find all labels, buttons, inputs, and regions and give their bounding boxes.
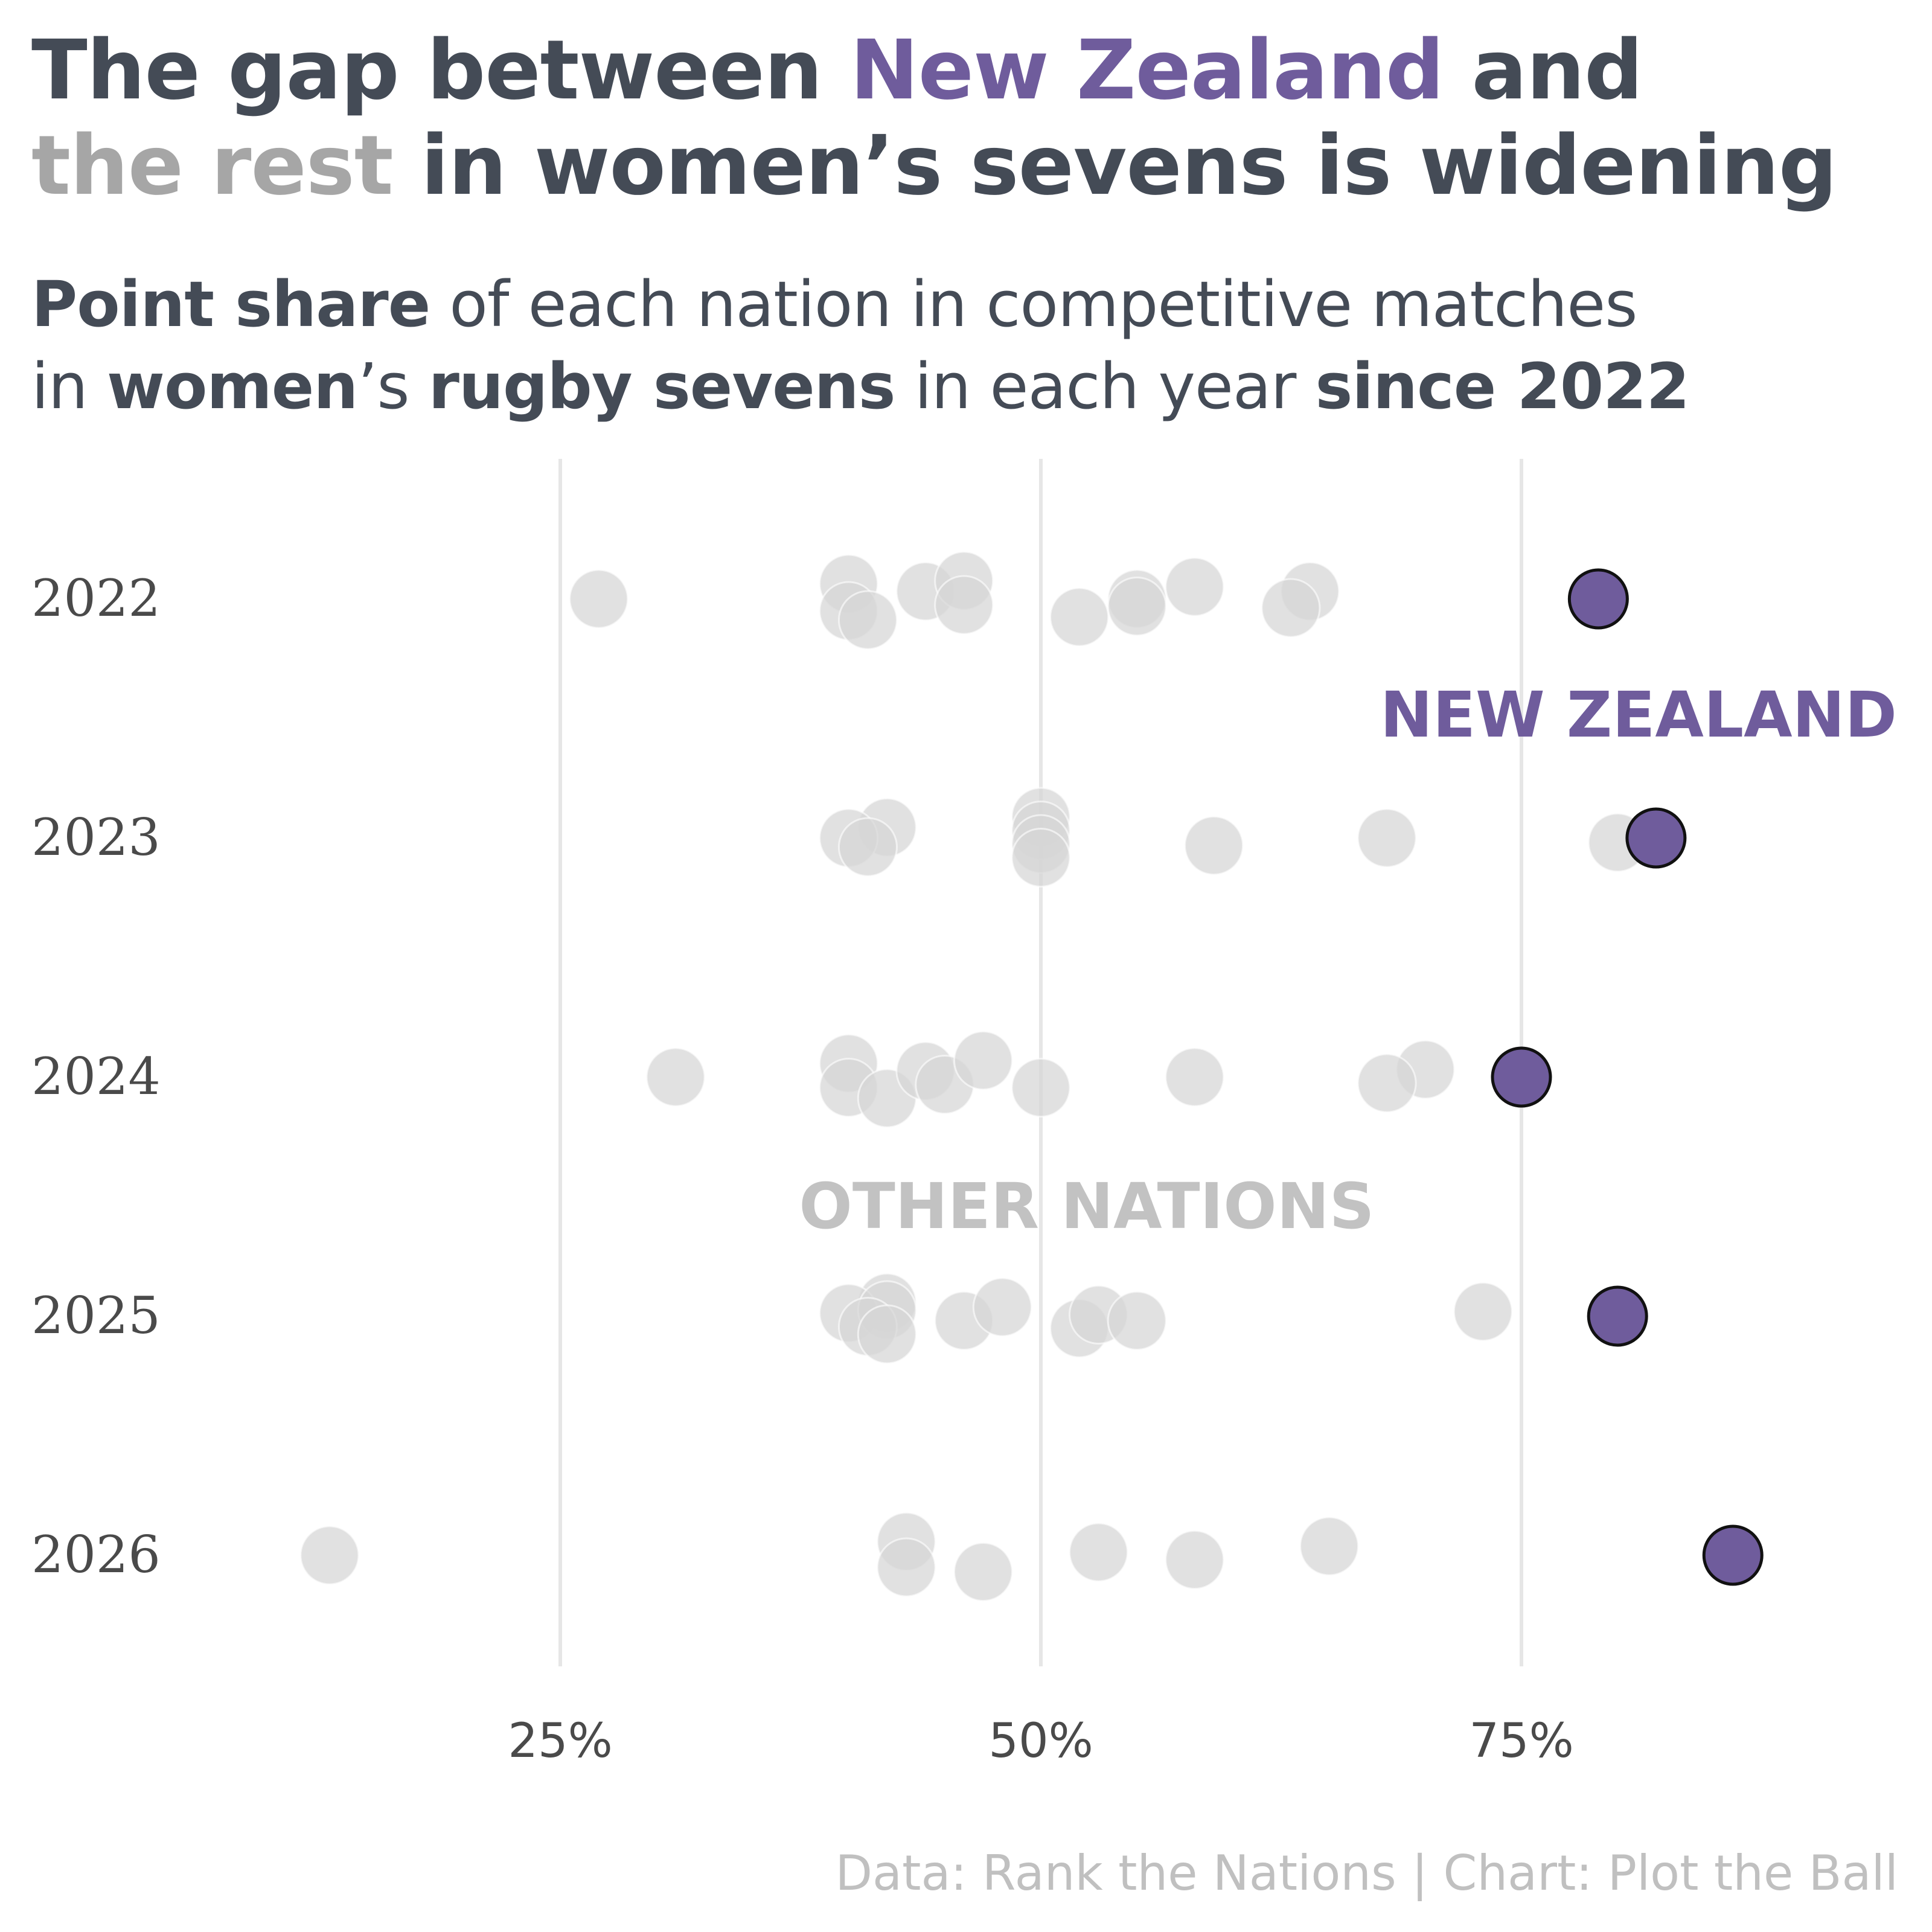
other-nation-point — [299, 1525, 360, 1585]
title-part-1: The gap between — [31, 23, 850, 118]
other-nation-point — [972, 1277, 1032, 1337]
y-tick-label: 2026 — [31, 1525, 161, 1584]
other-nation-point — [1107, 1291, 1167, 1351]
other-nation-point — [1165, 1047, 1225, 1107]
subtitle-bold-women: women — [106, 350, 358, 423]
other-nation-point — [934, 575, 994, 635]
other-nation-point — [645, 1047, 706, 1107]
other-nation-point — [1299, 1516, 1360, 1576]
new-zealand-point-2025 — [1587, 1285, 1648, 1347]
annotation-other-nations: OTHER NATIONS — [799, 1169, 1374, 1243]
new-zealand-point-2026 — [1702, 1524, 1764, 1586]
title-part-3: in women’s sevens is widening — [392, 118, 1837, 214]
other-nation-point — [1357, 1053, 1417, 1113]
other-nation-point — [876, 1537, 936, 1598]
subtitle-text-3: ’s — [357, 350, 429, 423]
x-tick-label: 75% — [1469, 1714, 1573, 1768]
chart-title: The gap between New Zealand and the rest… — [31, 23, 1837, 214]
source-caption: Data: Rank the Nations | Chart: Plot the… — [835, 1845, 1898, 1901]
title-highlight-the-rest: the rest — [31, 118, 394, 214]
other-nation-point — [1011, 1058, 1071, 1118]
other-nation-point — [837, 817, 898, 877]
other-nation-point — [1165, 1530, 1225, 1590]
other-nation-point — [1107, 577, 1167, 636]
y-tick-label: 2024 — [31, 1047, 161, 1106]
subtitle-bold-since-2022: since 2022 — [1315, 350, 1689, 423]
new-zealand-point-2023 — [1625, 807, 1687, 869]
y-axis: 2022 2023 2024 2025 2026 — [31, 569, 161, 1584]
new-zealand-point-2022 — [1567, 568, 1629, 630]
other-nation-point — [1165, 557, 1225, 617]
other-nation-point — [837, 590, 898, 650]
other-nation-point — [857, 1304, 917, 1364]
subtitle-bold-rugby-sevens: rugby sevens — [428, 350, 896, 423]
y-tick-label: 2022 — [31, 569, 161, 628]
other-nation-point — [1357, 808, 1417, 868]
title-part-2: and — [1444, 23, 1643, 118]
other-nation-point — [1011, 828, 1071, 888]
x-tick-label: 50% — [988, 1714, 1093, 1768]
new-zealand-point-2024 — [1491, 1046, 1552, 1108]
chart-subtitle: Point share of each nation in competitiv… — [31, 263, 1690, 427]
other-nation-point — [1184, 816, 1244, 875]
annotation-new-zealand: NEW ZEALAND — [1380, 678, 1897, 752]
other-nations-points — [299, 551, 1648, 1602]
other-nation-point — [953, 1031, 1013, 1090]
subtitle-bold-point-share: Point share — [31, 267, 430, 341]
y-tick-label: 2023 — [31, 808, 161, 867]
new-zealand-points — [1491, 568, 1764, 1586]
other-nation-point — [1453, 1282, 1513, 1342]
title-highlight-new-zealand: New Zealand — [849, 23, 1444, 118]
subtitle-text-2: in — [31, 350, 107, 423]
other-nation-point — [953, 1542, 1013, 1602]
subtitle-text-4: in each year — [895, 350, 1316, 423]
x-tick-label: 25% — [508, 1714, 612, 1768]
x-axis: 25% 50% 75% — [508, 1714, 1573, 1768]
other-nation-point — [569, 569, 629, 629]
y-tick-label: 2025 — [31, 1286, 161, 1345]
subtitle-text-1: of each nation in competitive matches — [430, 267, 1637, 341]
other-nation-point — [1261, 578, 1321, 638]
other-nation-point — [1049, 587, 1110, 647]
other-nation-point — [1069, 1522, 1129, 1582]
